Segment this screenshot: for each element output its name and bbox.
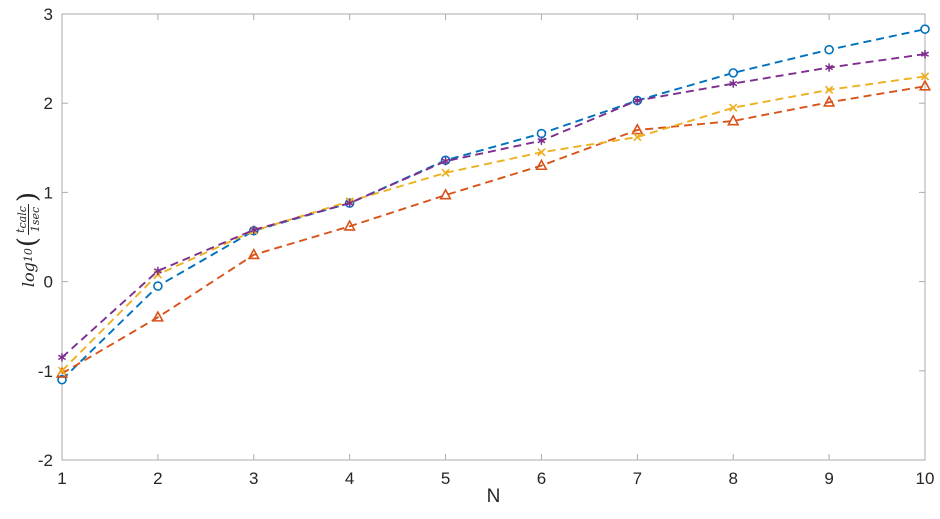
- y-tick-label: 2: [44, 94, 53, 113]
- marker-asterisk: [345, 198, 354, 208]
- marker-x: [57, 366, 67, 376]
- marker-x: [729, 103, 738, 112]
- marker-circle: [728, 68, 739, 78]
- marker-asterisk-center: [731, 81, 735, 86]
- marker-x-shape: [537, 148, 546, 157]
- x-tick-label: 3: [249, 469, 258, 488]
- x-axis-label: N: [486, 486, 501, 507]
- marker-asterisk-center: [156, 269, 160, 273]
- marker-asterisk: [537, 136, 546, 145]
- x-tick-label: 7: [633, 469, 642, 488]
- y-tick-label: 0: [44, 273, 53, 292]
- marker-asterisk: [729, 79, 738, 88]
- marker-triangle: [343, 219, 356, 231]
- x-tick-label: 9: [824, 469, 833, 488]
- marker-asterisk: [633, 96, 642, 105]
- y-tick-label: 1: [44, 183, 53, 202]
- marker-triangle: [151, 310, 165, 322]
- marker-triangle: [631, 123, 644, 135]
- marker-asterisk-center: [923, 52, 927, 56]
- marker-x: [824, 85, 834, 95]
- x-tick-label: 5: [441, 469, 450, 488]
- ylabel-func: log: [18, 262, 38, 288]
- marker-circle-shape: [920, 24, 930, 34]
- marker-circle: [920, 24, 930, 34]
- marker-circle-shape: [728, 68, 739, 78]
- marker-circle-shape: [536, 128, 547, 139]
- series-line-blue-circles: [61, 28, 926, 381]
- marker-triangle: [535, 158, 548, 171]
- y-tick-label: -2: [38, 451, 53, 470]
- ylabel-numerator-sub: calc: [15, 206, 29, 229]
- marker-x: [920, 72, 930, 81]
- marker-x: [441, 168, 450, 177]
- marker-asterisk: [825, 63, 834, 72]
- marker-circle: [824, 44, 834, 55]
- marker-circle: [153, 281, 163, 291]
- marker-asterisk-center: [635, 98, 640, 103]
- marker-triangle: [918, 79, 932, 91]
- marker-x-shape: [441, 168, 450, 177]
- marker-x-shape: [633, 132, 642, 142]
- marker-triangle: [822, 95, 836, 107]
- marker-asterisk: [153, 266, 162, 276]
- y-tick-label: 3: [44, 5, 53, 24]
- marker-triangle-shape: [247, 247, 260, 260]
- marker-circle-shape: [824, 44, 834, 55]
- marker-asterisk-center: [252, 228, 256, 232]
- x-tick-label: 6: [537, 469, 546, 488]
- marker-triangle: [727, 114, 740, 126]
- series-line-purple-asterisks: [61, 53, 926, 359]
- marker-asterisk-center: [60, 355, 64, 360]
- marker-asterisk: [920, 49, 930, 59]
- marker-triangle-shape: [151, 310, 165, 322]
- axes-box: [61, 13, 926, 461]
- marker-triangle: [439, 188, 452, 200]
- ylabel-denominator: 1sec: [28, 206, 42, 233]
- y-tick-label: -1: [38, 362, 53, 381]
- marker-asterisk: [441, 156, 450, 166]
- marker-asterisk: [57, 353, 67, 362]
- x-tick-label: 1: [57, 469, 66, 488]
- marker-triangle-shape: [439, 188, 452, 200]
- marker-triangle-shape: [727, 114, 740, 126]
- marker-circle-shape: [153, 281, 163, 291]
- marker-x: [633, 132, 642, 142]
- ylabel-open-paren: (: [13, 236, 43, 248]
- marker-x-shape: [920, 72, 930, 81]
- marker-triangle-shape: [343, 219, 356, 231]
- marker-triangle-shape: [822, 95, 836, 107]
- marker-x-shape: [57, 366, 67, 376]
- ylabel-numerator-base: t: [14, 228, 28, 233]
- marker-x-shape: [824, 85, 834, 95]
- marker-asterisk-center: [443, 159, 448, 163]
- marker-asterisk-center: [347, 201, 352, 205]
- marker-triangle-shape: [918, 79, 932, 91]
- marker-triangle-shape: [535, 158, 548, 171]
- x-tick-label: 8: [728, 469, 737, 488]
- y-axis-label: log 10(t calc 1sec): [9, 139, 47, 339]
- marker-triangle-shape: [631, 123, 644, 135]
- x-tick-label: 2: [153, 469, 162, 488]
- ylabel-func-sub: 10: [21, 248, 35, 263]
- ylabel-fraction: t calc 1sec: [14, 204, 42, 235]
- marker-x: [537, 148, 546, 157]
- marker-x-shape: [729, 103, 738, 112]
- marker-asterisk-center: [827, 65, 831, 70]
- x-tick-label: 4: [345, 469, 354, 488]
- marker-circle: [536, 128, 547, 139]
- marker-asterisk-center: [539, 138, 544, 143]
- x-tick-label: 10: [916, 469, 935, 488]
- marker-asterisk: [249, 225, 258, 235]
- ylabel-close-paren: ): [13, 191, 43, 203]
- series-line-orange-triangles: [61, 85, 926, 375]
- y-axis-label-math: log 10(t calc 1sec): [13, 191, 43, 288]
- marker-triangle: [247, 247, 260, 260]
- series-line-yellow-crosses: [61, 75, 926, 372]
